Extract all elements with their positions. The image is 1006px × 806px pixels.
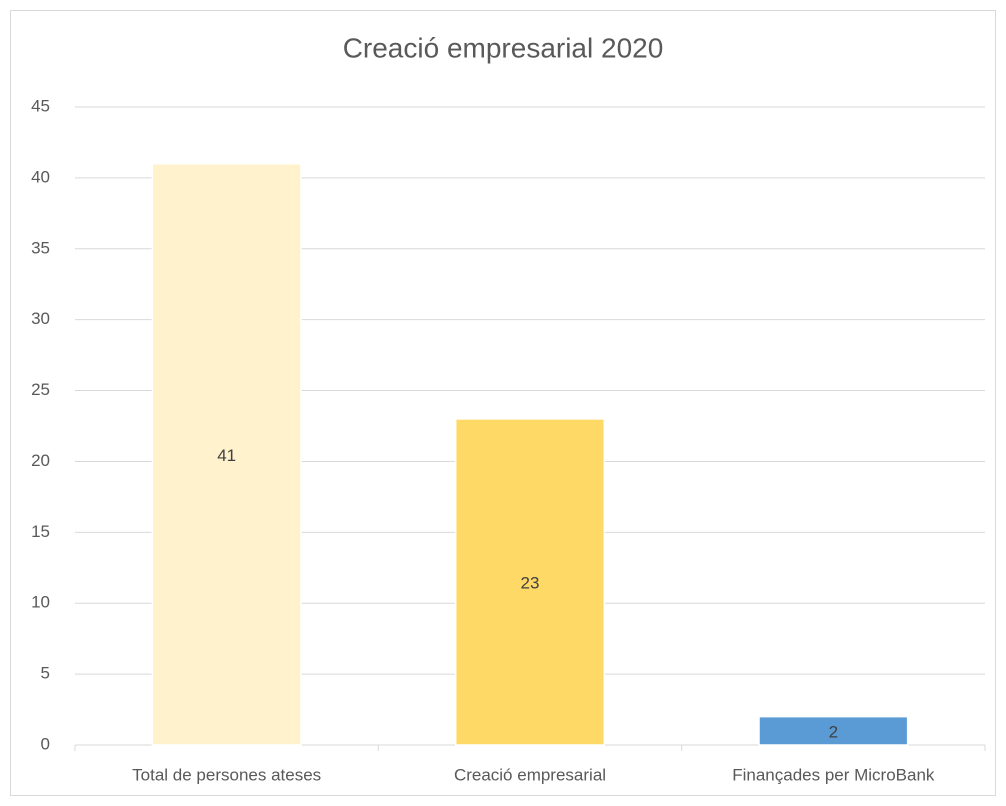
x-tick-label: Creació empresarial (454, 765, 606, 784)
bar (454, 418, 606, 746)
y-tick-label: 15 (31, 522, 50, 541)
y-tick-label: 35 (31, 238, 50, 257)
data-label: 23 (521, 573, 540, 592)
data-label: 2 (829, 722, 838, 741)
bar (758, 715, 909, 746)
y-tick-label: 5 (41, 664, 50, 683)
y-tick-label: 40 (31, 167, 50, 186)
y-tick-label: 20 (31, 451, 50, 470)
y-tick-label: 25 (31, 380, 50, 399)
y-tick-label: 30 (31, 309, 50, 328)
chart-title: Creació empresarial 2020 (343, 32, 664, 63)
x-tick-label: Total de persones ateses (132, 765, 321, 784)
bar (151, 162, 302, 746)
y-tick-label: 45 (31, 96, 50, 115)
x-tick-label: Finançades per MicroBank (732, 765, 935, 784)
data-label: 41 (217, 446, 236, 465)
y-tick-label: 10 (31, 593, 50, 612)
y-tick-label: 0 (41, 734, 50, 753)
